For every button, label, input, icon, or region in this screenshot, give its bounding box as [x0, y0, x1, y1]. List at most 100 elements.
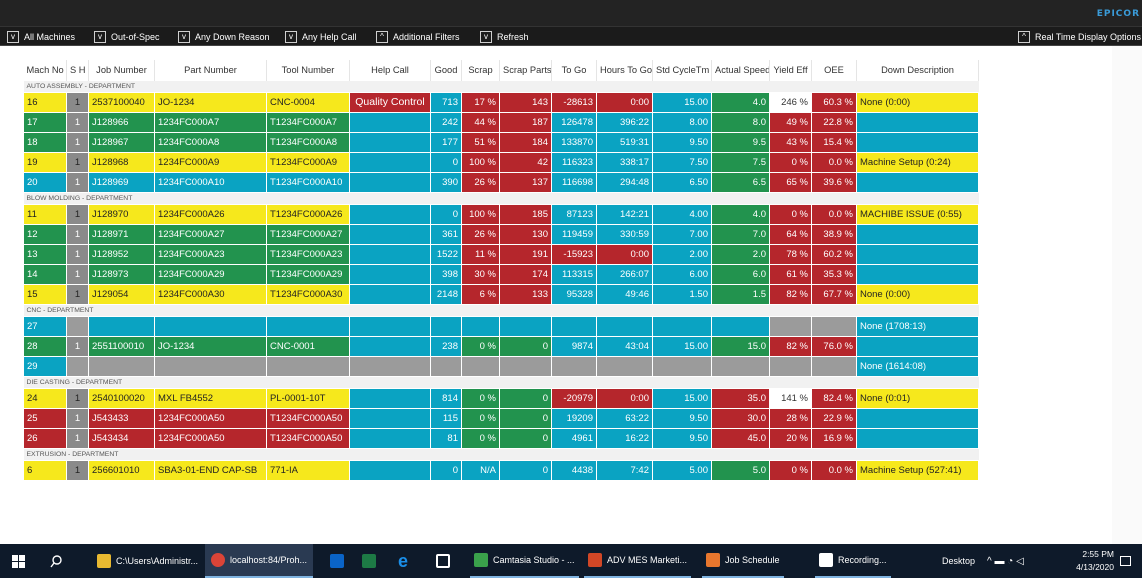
taskbar-item-outlook[interactable]	[330, 544, 349, 578]
column-header[interactable]: To Go	[551, 60, 597, 80]
cell-good: 81	[430, 427, 462, 449]
cell-help	[349, 427, 431, 449]
machine-row[interactable]: 11 1 J128970 1234FC000A26 T1234FC000A26 0 100 …	[23, 203, 979, 225]
taskbar-item-recording[interactable]: Recording...	[815, 544, 891, 578]
taskbar-item-window[interactable]	[436, 544, 455, 578]
system-clock[interactable]: 2:55 PM 4/13/2020	[1076, 549, 1114, 572]
any-down-reason-filter[interactable]: v Any Down Reason	[178, 30, 270, 44]
system-tray-icons[interactable]: ^ ▬ ◔ ◁	[987, 555, 1024, 567]
machine-row[interactable]: 15 1 J129054 1234FC000A30 T1234FC000A30 2148 6…	[23, 283, 979, 305]
taskbar-item-powerpoint[interactable]: ADV MES Marketi...	[584, 544, 692, 578]
cell-tool: T1234FC000A23	[266, 243, 350, 265]
machine-row[interactable]: 29 None (1614:08)	[23, 355, 979, 377]
machine-row[interactable]: 24 1 2540100020 MXL FB4552 PL-0001-10T 814 0 %…	[23, 387, 979, 409]
desktop-toolbar[interactable]: Desktop ^ ▬ ◔ ◁	[942, 555, 1024, 567]
column-header[interactable]: Part Number	[154, 60, 267, 80]
machine-row[interactable]: 6 1 256601010 SBA3-01-END CAP-SB 771-IA 0 N/A 0…	[23, 459, 979, 481]
machine-row[interactable]: 28 1 2551100010 JO-1234 CNC-0001 238 0 % 0 9874 4…	[23, 335, 979, 357]
cell-yield: 246 %	[769, 91, 812, 113]
column-header[interactable]: OEE	[811, 60, 857, 80]
windows-icon	[12, 554, 25, 568]
machine-row[interactable]: 27 None (1708:13)	[23, 315, 979, 337]
column-header[interactable]: Tool Number	[266, 60, 350, 80]
machine-row[interactable]: 19 1 J128968 1234FC000A9 T1234FC000A9 0 100 % 4…	[23, 151, 979, 173]
cell-part: 1234FC000A27	[154, 223, 267, 245]
vertical-scrollbar[interactable]	[1112, 46, 1142, 544]
cell-mach: 24	[23, 387, 67, 409]
cell-mach: 14	[23, 263, 67, 285]
cell-std: 15.00	[652, 387, 712, 409]
taskbar-item-excel[interactable]	[362, 544, 381, 578]
machine-row[interactable]: 18 1 J128967 1234FC000A8 T1234FC000A8 177 51 %…	[23, 131, 979, 153]
cell-std: 6.50	[652, 171, 712, 193]
column-header[interactable]: Mach No	[23, 60, 67, 80]
department-label: BLOW MOLDING - DEPARTMENT	[23, 191, 979, 205]
cell-job: 2537100040	[88, 91, 155, 113]
cell-down: None (0:00)	[856, 91, 979, 113]
refresh-button[interactable]: v Refresh	[480, 30, 529, 44]
cell-std: 1.50	[652, 283, 712, 305]
cell-job	[88, 355, 155, 377]
machine-row[interactable]: 17 1 J128966 1234FC000A7 T1234FC000A7 242 44 %…	[23, 111, 979, 133]
cell-std: 15.00	[652, 91, 712, 113]
cell-help	[349, 203, 431, 225]
column-header[interactable]: Help Call	[349, 60, 431, 80]
machine-row[interactable]: 26 1 J543434 1234FC000A50 T1234FC000A50 81 0 %…	[23, 427, 979, 449]
start-button[interactable]	[12, 544, 25, 578]
cell-tool: CNC-0001	[266, 335, 350, 357]
cell-scrap: 0 %	[461, 335, 500, 357]
column-header[interactable]: Yield Eff	[769, 60, 812, 80]
any-help-call-filter[interactable]: v Any Help Call	[285, 30, 357, 44]
machine-row[interactable]: 20 1 J128969 1234FC000A10 T1234FC000A10 390 26…	[23, 171, 979, 193]
notifications-button[interactable]	[1120, 544, 1131, 578]
column-header[interactable]: Hours To Go	[596, 60, 653, 80]
machine-row[interactable]: 25 1 J543433 1234FC000A50 T1234FC000A50 115 0 …	[23, 407, 979, 429]
cell-scrap: 0 %	[461, 427, 500, 449]
real-time-display-options-button[interactable]: ^ Real Time Display Options	[1018, 30, 1141, 44]
machine-row[interactable]: 16 1 2537100040 JO-1234 CNC-0004 Quality Cont…	[23, 91, 979, 113]
notification-icon	[1120, 556, 1131, 566]
cell-togo: 116698	[551, 171, 597, 193]
cell-part: 1234FC000A10	[154, 171, 267, 193]
cell-togo: -20979	[551, 387, 597, 409]
filter-label: Any Help Call	[302, 32, 357, 42]
taskbar-item-job-schedule[interactable]: Job Schedule	[702, 544, 784, 578]
column-header[interactable]: Good	[430, 60, 462, 80]
cell-scrapParts: 0	[499, 459, 552, 481]
cell-tool: T1234FC000A9	[266, 151, 350, 173]
cell-down: None (0:00)	[856, 283, 979, 305]
cell-sh: 1	[66, 151, 89, 173]
cell-togo: 133870	[551, 131, 597, 153]
column-header[interactable]: Actual Speed	[711, 60, 770, 80]
cell-part: 1234FC000A9	[154, 151, 267, 173]
ie-icon: e	[398, 550, 409, 571]
column-header[interactable]: Scrap	[461, 60, 500, 80]
column-header[interactable]: Job Number	[88, 60, 155, 80]
cell-scrapParts	[499, 355, 552, 377]
cell-std: 9.50	[652, 427, 712, 449]
column-header[interactable]: Std CycleTm	[652, 60, 712, 80]
window-icon	[436, 554, 450, 568]
cell-scrapParts: 0	[499, 387, 552, 409]
cell-std: 9.50	[652, 407, 712, 429]
taskbar-item-camtasia[interactable]: Camtasia Studio - ...	[470, 544, 579, 578]
taskbar-item-ie[interactable]: e	[398, 544, 408, 578]
cell-job: J543433	[88, 407, 155, 429]
all-machines-filter[interactable]: v All Machines	[7, 30, 75, 44]
column-header[interactable]: S H	[66, 60, 89, 80]
cell-yield: 43 %	[769, 131, 812, 153]
column-header[interactable]: Scrap Parts	[499, 60, 552, 80]
cell-oee: 76.0 %	[811, 335, 857, 357]
additional-filters-button[interactable]: ^ Additional Filters	[376, 30, 460, 44]
column-header[interactable]: Down Description	[856, 60, 979, 80]
machine-row[interactable]: 14 1 J128973 1234FC000A29 T1234FC000A29 398 30…	[23, 263, 979, 285]
machine-row[interactable]: 12 1 J128971 1234FC000A27 T1234FC000A27 361 26…	[23, 223, 979, 245]
machine-row[interactable]: 13 1 J128952 1234FC000A23 T1234FC000A23 1522 1…	[23, 243, 979, 265]
out-of-spec-filter[interactable]: v Out-of-Spec	[94, 30, 160, 44]
cell-yield: 28 %	[769, 407, 812, 429]
search-button[interactable]	[50, 544, 63, 578]
cell-scrap: 100 %	[461, 203, 500, 225]
cell-togo: 116323	[551, 151, 597, 173]
taskbar-item-explorer[interactable]: C:\Users\Administr...	[97, 544, 198, 578]
taskbar-item-chrome[interactable]: localhost:84/Proh...	[205, 544, 314, 578]
